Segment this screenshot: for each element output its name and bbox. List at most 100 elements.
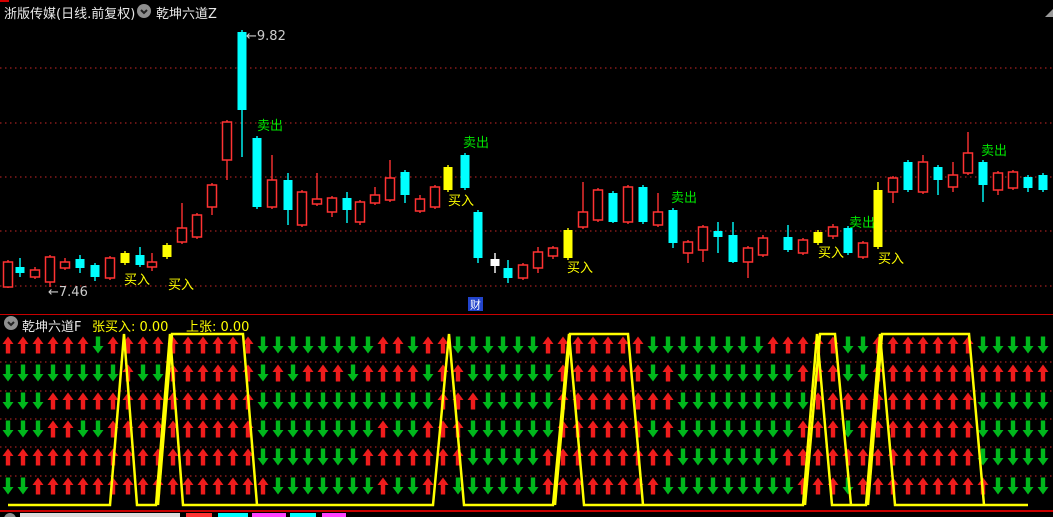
candle-body [252,138,262,207]
sub-indicator-name[interactable]: 乾坤六道F [22,320,82,335]
up-arrow-icon [587,448,599,466]
down-arrow-icon [347,364,359,382]
up-arrow-icon [272,364,284,382]
down-arrow-icon [347,448,359,466]
up-arrow-icon [137,392,149,410]
down-arrow-icon [512,420,524,438]
clipped-text-fragment [322,513,346,517]
down-arrow-icon [317,420,329,438]
up-arrow-icon [2,336,14,354]
down-arrow-icon [77,420,89,438]
up-arrow-icon [902,477,914,495]
buy-signal-label: 买入 [124,273,150,288]
down-arrow-icon [482,477,494,495]
main-indicator-name[interactable]: 乾坤六道Z [156,7,217,22]
up-arrow-icon [107,477,119,495]
down-arrow-icon [32,364,44,382]
candle-body-up [887,177,899,193]
buy-signal-label: 买入 [818,246,844,261]
up-arrow-icon [602,392,614,410]
up-arrow-icon [797,336,809,354]
down-arrow-icon [767,477,779,495]
chevron-down-icon[interactable] [137,4,151,18]
up-arrow-icon [182,420,194,438]
low-price-label: ←7.46 [48,285,88,300]
down-arrow-icon [287,420,299,438]
down-arrow-icon [407,392,419,410]
down-arrow-icon [392,420,404,438]
down-arrow-icon [287,392,299,410]
up-arrow-icon [902,336,914,354]
up-arrow-icon [857,448,869,466]
indicator-field-buy: 张买入: 0.00 [92,320,169,335]
up-arrow-icon [182,477,194,495]
up-arrow-icon [617,420,629,438]
candle-body-up [384,177,396,201]
up-arrow-icon [422,420,434,438]
up-arrow-icon [647,477,659,495]
down-arrow-icon [302,477,314,495]
down-arrow-icon [782,477,794,495]
candle-body-up [517,264,529,279]
up-arrow-icon [977,364,989,382]
candle-body [728,235,738,262]
up-arrow-icon [587,392,599,410]
up-arrow-icon [947,392,959,410]
up-arrow-icon [227,364,239,382]
up-arrow-icon [197,336,209,354]
down-arrow-icon [1007,448,1019,466]
up-arrow-icon [917,448,929,466]
down-arrow-icon [257,392,269,410]
down-arrow-icon [1022,448,1034,466]
candle-body-up [797,239,809,254]
up-arrow-icon [662,364,674,382]
down-arrow-icon [257,364,269,382]
down-arrow-icon [797,392,809,410]
down-arrow-icon [347,392,359,410]
up-arrow-icon [917,420,929,438]
down-arrow-icon [1022,336,1034,354]
up-arrow-icon [812,448,824,466]
down-arrow-icon [992,420,1004,438]
down-arrow-icon [992,336,1004,354]
up-arrow-icon [242,364,254,382]
chevron-down-icon[interactable] [4,316,18,330]
up-arrow-icon [902,420,914,438]
down-arrow-icon [752,364,764,382]
up-arrow-icon [602,336,614,354]
up-arrow-icon [332,364,344,382]
up-arrow-icon [902,448,914,466]
candle-body [608,193,618,222]
candle-body-up [146,261,158,268]
up-arrow-icon [632,364,644,382]
candle-body [342,198,352,210]
down-arrow-icon [992,392,1004,410]
up-arrow-icon [827,392,839,410]
down-arrow-icon [17,364,29,382]
down-arrow-icon [392,477,404,495]
up-arrow-icon [137,477,149,495]
clipped-text-fragment [20,513,180,517]
down-arrow-icon [707,364,719,382]
down-arrow-icon [257,420,269,438]
candle-body-up [191,214,203,238]
down-arrow-icon [332,420,344,438]
sell-signal-label: 卖出 [671,191,697,206]
down-arrow-icon [677,364,689,382]
up-arrow-icon [947,477,959,495]
down-arrow-icon [512,336,524,354]
candle-body-up [682,241,694,254]
candle-body [162,245,172,257]
down-arrow-icon [482,364,494,382]
down-arrow-icon [707,336,719,354]
up-arrow-icon [362,364,374,382]
down-arrow-icon [647,420,659,438]
down-arrow-icon [647,336,659,354]
candle-body [783,237,793,250]
up-arrow-icon [962,420,974,438]
down-arrow-icon [152,364,164,382]
up-arrow-icon [947,364,959,382]
up-arrow-icon [1022,364,1034,382]
down-arrow-icon [407,477,419,495]
